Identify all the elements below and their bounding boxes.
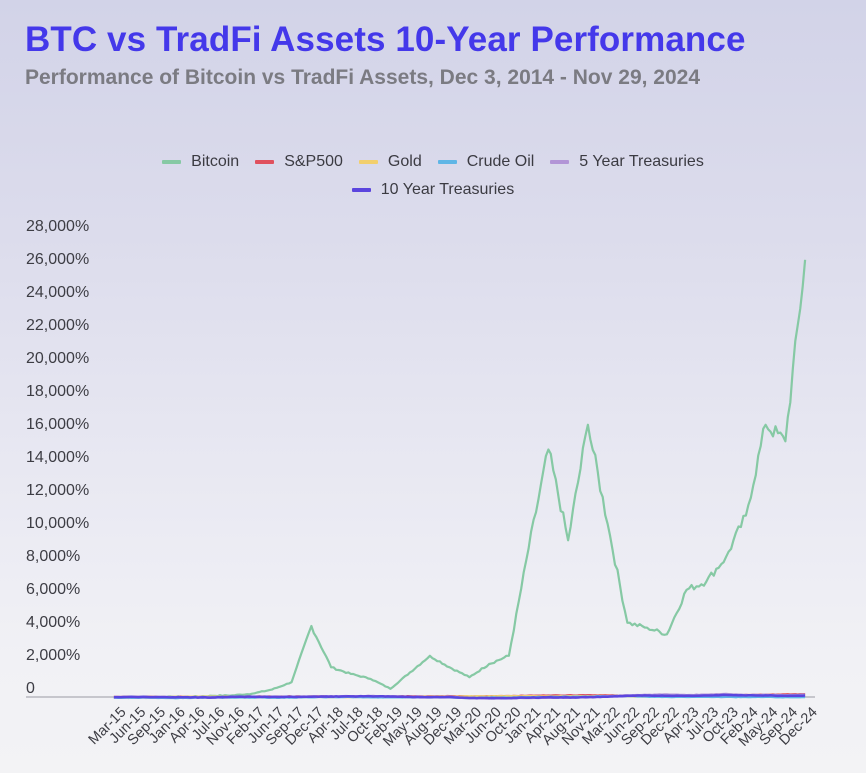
chart-title: BTC vs TradFi Assets 10-Year Performance (25, 20, 746, 59)
legend-item-sp500[interactable]: S&P500 (255, 153, 343, 171)
legend-label-10y-treasuries: 10 Year Treasuries (380, 181, 515, 198)
legend-label-gold: Gold (387, 153, 422, 170)
y-axis-labels: 0 2,000% 4,000% 6,000% 8,000% 10,000% 12,000% 1… (26, 218, 89, 697)
legend-label-sp500: S&P500 (284, 153, 343, 170)
legend-swatch-crude-oil (437, 160, 457, 164)
y-tick-label: 28,000% (26, 218, 89, 235)
y-tick-label: 6,000% (26, 581, 80, 598)
y-tick-label: 16,000% (26, 416, 89, 433)
legend-item-5y-treasuries[interactable]: 5 Year Treasuries (550, 153, 704, 171)
y-tick-label: 18,000% (26, 383, 89, 400)
legend-swatch-10y-treasuries (351, 188, 371, 192)
y-tick-label: 20,000% (26, 350, 89, 367)
legend-item-10y-treasuries[interactable]: 10 Year Treasuries (351, 181, 515, 199)
legend-item-gold[interactable]: Gold (358, 153, 422, 171)
y-tick-label: 22,000% (26, 317, 89, 334)
y-tick-label: 8,000% (26, 548, 80, 565)
chart-legend: Bitcoin S&P500 Gold Crude Oil 5 Year Tre… (0, 148, 866, 204)
legend-row-2: 10 Year Treasuries (0, 176, 866, 204)
series-line-bitcoin (113, 259, 807, 700)
y-tick-label: 12,000% (26, 482, 89, 499)
legend-item-crude-oil[interactable]: Crude Oil (437, 153, 535, 171)
legend-label-bitcoin: Bitcoin (191, 153, 240, 170)
y-tick-label: 2,000% (26, 647, 80, 664)
x-axis-labels: Mar-15Jun-15Sep-15Jan-16Apr-16Jul-16Nov-… (86, 704, 821, 750)
legend-swatch-5y-treasuries (550, 160, 570, 164)
y-tick-label: 0 (26, 680, 35, 697)
legend-label-crude-oil: Crude Oil (466, 153, 535, 170)
legend-label-5y-treasuries: 5 Year Treasuries (579, 153, 704, 170)
chart-subtitle: Performance of Bitcoin vs TradFi Assets,… (25, 66, 701, 89)
y-tick-label: 26,000% (26, 251, 89, 268)
series-lines (113, 259, 807, 700)
y-tick-label: 24,000% (26, 284, 89, 301)
legend-swatch-sp500 (255, 160, 275, 164)
y-tick-label: 14,000% (26, 449, 89, 466)
legend-row-1: Bitcoin S&P500 Gold Crude Oil 5 Year Tre… (0, 148, 866, 176)
legend-item-bitcoin[interactable]: Bitcoin (162, 153, 239, 171)
legend-swatch-gold (358, 160, 378, 164)
y-tick-label: 4,000% (26, 614, 80, 631)
y-tick-label: 10,000% (26, 515, 89, 532)
series-line-10-year-treasuries (113, 693, 806, 700)
legend-swatch-bitcoin (162, 160, 182, 164)
